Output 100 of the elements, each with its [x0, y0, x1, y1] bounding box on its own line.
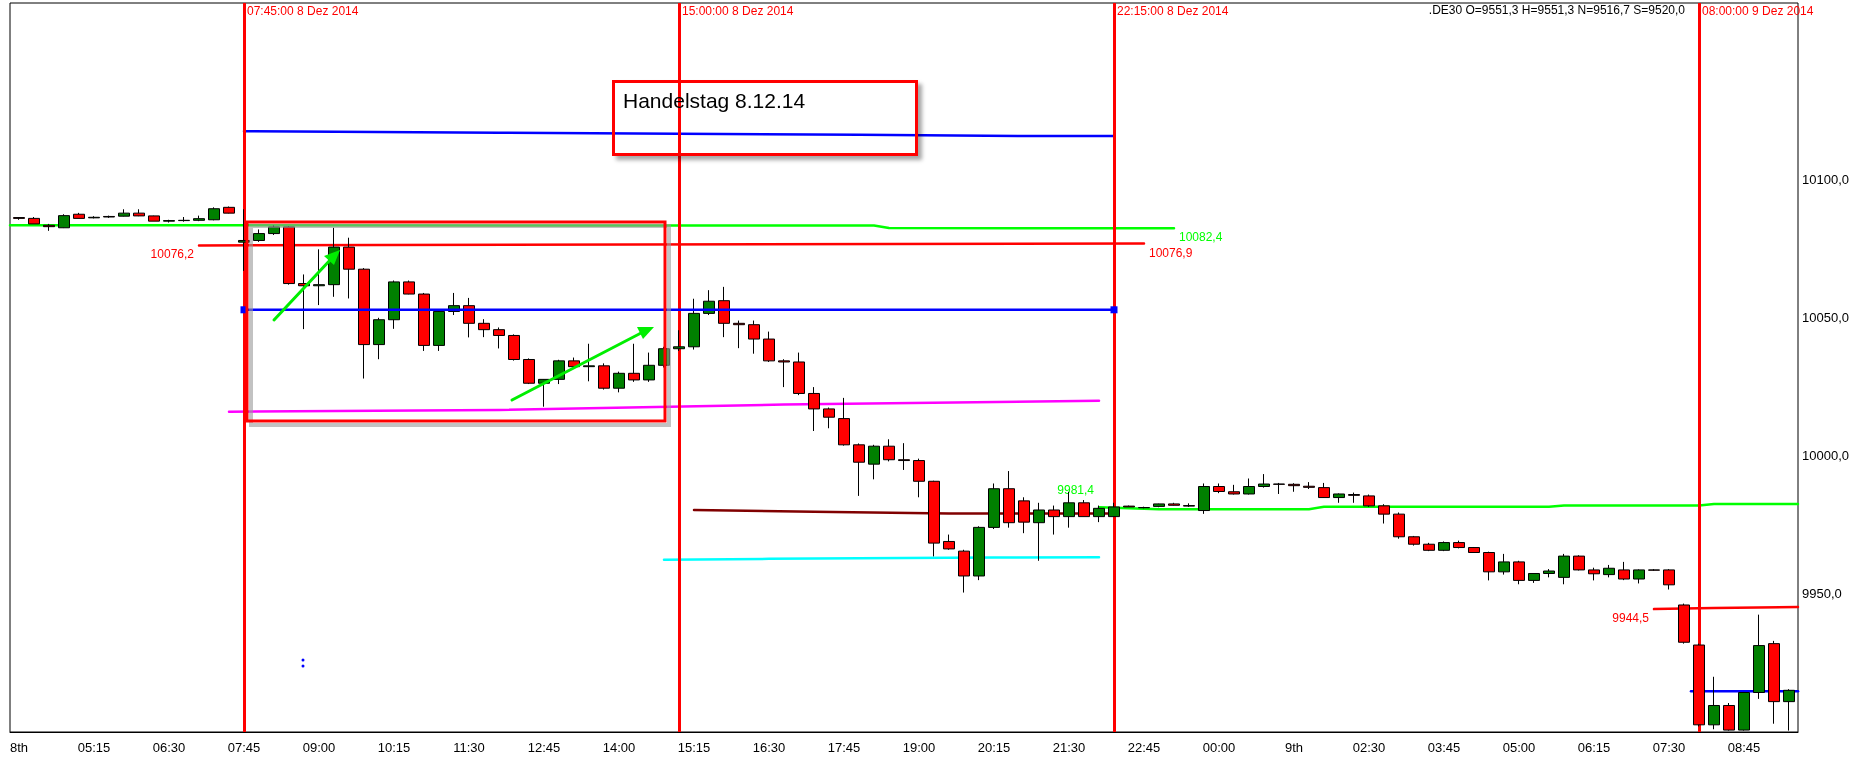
candlestick: [238, 208, 250, 272]
candlestick: [913, 458, 925, 498]
candlestick: [958, 549, 970, 594]
candlestick: [1423, 542, 1435, 552]
candlestick: [1438, 540, 1450, 552]
candlestick: [418, 292, 430, 352]
candlestick: [373, 317, 385, 360]
candlestick: [1348, 492, 1360, 504]
candlestick: [493, 326, 505, 349]
candlestick: [973, 525, 985, 581]
candlestick: [193, 215, 205, 222]
candlestick: [1558, 553, 1570, 585]
candlestick: [1213, 482, 1225, 494]
candlestick: [388, 280, 400, 330]
x-tick-label: 20:15: [977, 740, 1011, 755]
x-tick-label: 17:45: [827, 740, 861, 755]
ref-line-label: 07:45:00 8 Dez 2014: [247, 4, 359, 18]
candlestick: [778, 358, 790, 388]
data-label: 10076,9: [1149, 245, 1193, 260]
candlestick: [613, 371, 625, 393]
candlestick: [1588, 567, 1600, 581]
ref-line-label: 08:00:00 9 Dez 2014: [1702, 4, 1814, 18]
candlestick: [793, 352, 805, 396]
candlestick: [1768, 640, 1780, 725]
candlestick: [1033, 502, 1045, 562]
x-tick-label: 8th: [9, 740, 29, 755]
y-tick-label: 9950,0: [1802, 586, 1842, 602]
candlestick: [628, 343, 640, 383]
candlestick: [1228, 484, 1240, 496]
candlestick: [508, 333, 520, 362]
x-tick-label: 10:15: [377, 740, 411, 755]
candlestick: [823, 407, 835, 429]
x-tick-label: 05:00: [1502, 740, 1536, 755]
annotation: .DE30 O=9551,3 H=9551,3 N=9516,7 S=9520,0: [1428, 3, 1685, 17]
candlestick: [583, 343, 595, 382]
candlestick: [433, 310, 445, 352]
line-series: [227, 399, 1101, 413]
candlestick: [1603, 564, 1615, 578]
data-label: 9944,5: [1612, 611, 1650, 626]
candlestick: [1663, 568, 1675, 591]
x-tick-label: 02:30: [1352, 740, 1386, 755]
y-tick-label: 10100,0: [1802, 172, 1849, 188]
candlestick: [148, 215, 160, 222]
candlestick: [718, 286, 730, 338]
candlestick: [1273, 482, 1285, 495]
candlestick: [1078, 499, 1090, 518]
candlestick: [1258, 473, 1270, 489]
candlestick: [598, 362, 610, 391]
candlestick: [13, 216, 25, 221]
candlestick: [1468, 546, 1480, 554]
x-tick-label: 06:15: [1577, 740, 1611, 755]
candlestick: [1513, 560, 1525, 585]
candlestick: [178, 216, 190, 223]
candlestick: [928, 480, 940, 557]
candlestick: [118, 208, 130, 217]
candlestick: [403, 280, 415, 295]
x-tick-label: 15:15: [677, 740, 711, 755]
data-label: 10076,2: [150, 247, 195, 262]
candlestick: [838, 397, 850, 447]
candlestick: [1018, 496, 1030, 534]
candlestick: [463, 297, 475, 338]
candlestick: [733, 320, 745, 349]
candlestick: [1108, 502, 1120, 518]
x-tick-label: 14:00: [602, 740, 636, 755]
candlestick: [1153, 503, 1165, 508]
candlestick: [1198, 482, 1210, 515]
candlestick: [1543, 568, 1555, 578]
candlestick: [1633, 568, 1645, 584]
candlestick: [358, 267, 370, 380]
candlestick: [1483, 551, 1495, 581]
candlestick: [223, 206, 235, 214]
candlestick: [988, 482, 1000, 530]
candlestick: [208, 206, 220, 221]
candlestick: [883, 438, 895, 462]
candlestick: [58, 213, 70, 229]
candlestick: [853, 442, 865, 497]
candlestick: [1183, 502, 1195, 508]
candlestick: [808, 386, 820, 432]
candlestick: [1393, 511, 1405, 540]
candlestick: [268, 224, 280, 236]
candlestick: [1003, 470, 1015, 529]
candlestick: [1168, 502, 1180, 507]
candlestick: [103, 215, 115, 219]
candlestick: [1708, 676, 1720, 730]
candlestick: [1408, 535, 1420, 547]
x-tick-label: 06:30: [152, 740, 186, 755]
candlestick: [253, 228, 265, 243]
y-tick-label: 10000,0: [1802, 448, 1849, 464]
candlestick: [1453, 540, 1465, 549]
candlestick: [43, 223, 55, 232]
candlestick: [478, 318, 490, 338]
candlestick: [73, 212, 85, 219]
data-label: 9981,4: [1057, 483, 1095, 498]
x-tick-label: 9th: [1284, 740, 1304, 755]
x-tick-label: 21:30: [1052, 740, 1086, 755]
x-tick-label: 22:45: [1127, 740, 1161, 755]
candlestick: [1618, 561, 1630, 581]
candlestick: [673, 329, 685, 352]
candlestick: [643, 352, 655, 383]
candlestick: [1123, 505, 1135, 508]
